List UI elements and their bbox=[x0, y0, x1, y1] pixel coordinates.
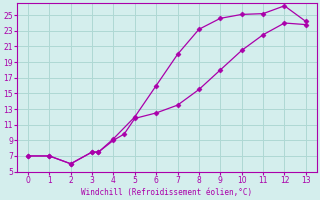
X-axis label: Windchill (Refroidissement éolien,°C): Windchill (Refroidissement éolien,°C) bbox=[81, 188, 252, 197]
